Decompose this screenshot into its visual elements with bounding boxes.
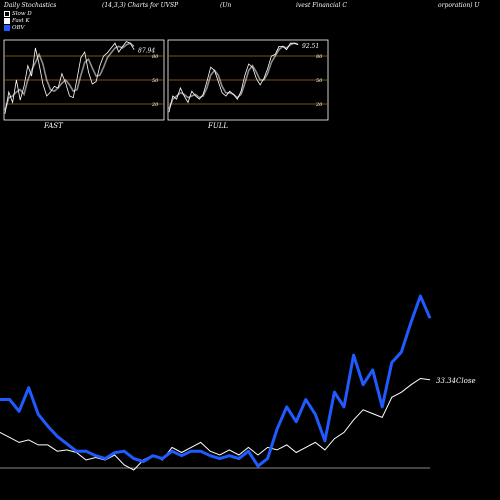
data-point-full-k-2 bbox=[176, 98, 177, 100]
data-point-full-k-14 bbox=[221, 92, 223, 94]
data-point-fast-k-16 bbox=[65, 82, 66, 84]
data-point-fast-k-21 bbox=[84, 51, 85, 53]
panel-tick-label-full-20: 20 bbox=[315, 102, 323, 108]
series-line-close bbox=[0, 377, 431, 471]
header-title-3: (Un bbox=[220, 2, 232, 9]
panel-tick-label-full-80: 80 bbox=[316, 54, 323, 60]
data-point-full-k-11 bbox=[210, 66, 211, 68]
data-point-full-k-6 bbox=[191, 90, 193, 92]
series-line-obv bbox=[0, 294, 432, 468]
legend-label-slow-d: Slow D bbox=[12, 10, 32, 17]
legend-swatch-obv bbox=[4, 24, 10, 31]
data-point-full-k-4 bbox=[183, 95, 185, 97]
last-value-label-fast: 87.94 bbox=[138, 48, 155, 55]
legend-swatch-slow-d bbox=[4, 10, 10, 17]
data-point-full-k-31 bbox=[286, 49, 287, 50]
data-point-full-k-3 bbox=[180, 87, 181, 89]
series-line-full-slow-d bbox=[168, 42, 299, 110]
data-point-full-k-19 bbox=[240, 90, 242, 92]
data-point-fast-k-17 bbox=[69, 95, 70, 97]
panel-label-fast: FAST bbox=[44, 122, 63, 130]
data-point-fast-k-23 bbox=[92, 83, 93, 85]
data-point-fast-k-32 bbox=[126, 41, 127, 42]
data-point-full-k-7 bbox=[195, 95, 196, 97]
data-point-full-k-5 bbox=[187, 102, 189, 103]
data-point-full-k-0 bbox=[168, 111, 170, 113]
data-point-fast-k-25 bbox=[99, 65, 101, 66]
series-line-fast-slow-d bbox=[4, 42, 135, 111]
data-point-full-k-32 bbox=[290, 42, 291, 44]
data-point-fast-k-24 bbox=[95, 81, 97, 82]
data-point-full-k-16 bbox=[229, 90, 230, 92]
data-point-fast-k-30 bbox=[118, 51, 120, 53]
header-title-2: (14,3,3) Charts for UVSP bbox=[102, 2, 179, 9]
data-point-fast-k-9 bbox=[38, 63, 40, 65]
data-point-fast-k-18 bbox=[73, 97, 74, 98]
legend-item-obv: OBV bbox=[4, 24, 32, 31]
panel-tick-label-fast-80: 80 bbox=[152, 54, 159, 60]
legend: Slow D Fast K OBV bbox=[4, 10, 32, 31]
panel-tick-label-fast-20: 20 bbox=[151, 102, 159, 108]
data-point-full-k-24 bbox=[259, 84, 261, 86]
data-point-fast-k-22 bbox=[88, 71, 89, 73]
header-title-4: ivest Financial C bbox=[296, 2, 347, 9]
data-point-full-k-29 bbox=[278, 46, 280, 47]
panel-label-full: FULL bbox=[208, 122, 229, 130]
data-point-fast-k-13 bbox=[54, 86, 55, 87]
data-point-fast-k-26 bbox=[103, 55, 104, 57]
data-point-full-k-26 bbox=[267, 68, 268, 70]
data-point-fast-k-7 bbox=[31, 75, 32, 77]
data-point-full-k-8 bbox=[199, 98, 200, 100]
data-point-fast-k-6 bbox=[27, 65, 29, 66]
legend-label-obv: OBV bbox=[12, 24, 25, 31]
data-point-fast-k-15 bbox=[61, 73, 63, 74]
data-point-full-k-18 bbox=[237, 98, 238, 100]
data-point-fast-k-34 bbox=[133, 49, 135, 50]
panel-tick-label-full-50: 50 bbox=[316, 78, 323, 84]
last-value-label-full: 92.51 bbox=[302, 43, 319, 50]
panel-tick-label-fast-50: 50 bbox=[152, 78, 159, 84]
data-point-fast-k-3 bbox=[16, 79, 17, 81]
data-point-fast-k-27 bbox=[107, 52, 108, 54]
data-point-fast-k-8 bbox=[35, 47, 36, 49]
data-point-fast-k-0 bbox=[4, 113, 6, 114]
legend-label-fast-k: Fast K bbox=[12, 17, 30, 24]
header-title-5: orporation) U bbox=[438, 2, 480, 9]
data-point-fast-k-4 bbox=[19, 99, 21, 101]
data-point-full-k-10 bbox=[206, 81, 208, 82]
data-point-full-k-1 bbox=[172, 95, 174, 97]
data-point-fast-k-10 bbox=[42, 83, 44, 85]
data-point-fast-k-28 bbox=[110, 47, 112, 49]
data-point-fast-k-19 bbox=[76, 78, 78, 79]
data-point-full-k-15 bbox=[225, 95, 227, 97]
data-point-fast-k-2 bbox=[12, 102, 13, 103]
data-point-fast-k-29 bbox=[114, 42, 116, 44]
data-point-fast-k-12 bbox=[50, 91, 51, 93]
data-point-full-k-20 bbox=[244, 74, 246, 76]
legend-item-slow-d: Slow D bbox=[4, 10, 32, 17]
data-point-fast-k-5 bbox=[23, 86, 25, 87]
header-title-1: Daily Stochastics bbox=[4, 2, 57, 9]
data-point-fast-k-31 bbox=[122, 46, 123, 47]
data-point-full-k-13 bbox=[218, 81, 219, 82]
data-point-fast-k-20 bbox=[80, 57, 82, 58]
legend-swatch-fast-k bbox=[4, 17, 10, 24]
data-point-full-k-23 bbox=[255, 78, 257, 79]
data-point-full-k-27 bbox=[271, 55, 272, 57]
legend-item-fast-k: Fast K bbox=[4, 17, 32, 24]
data-point-full-k-21 bbox=[248, 63, 249, 65]
data-point-fast-k-11 bbox=[46, 95, 47, 97]
data-point-fast-k-1 bbox=[8, 91, 10, 93]
close-value-label: 33.34Close bbox=[436, 377, 476, 385]
